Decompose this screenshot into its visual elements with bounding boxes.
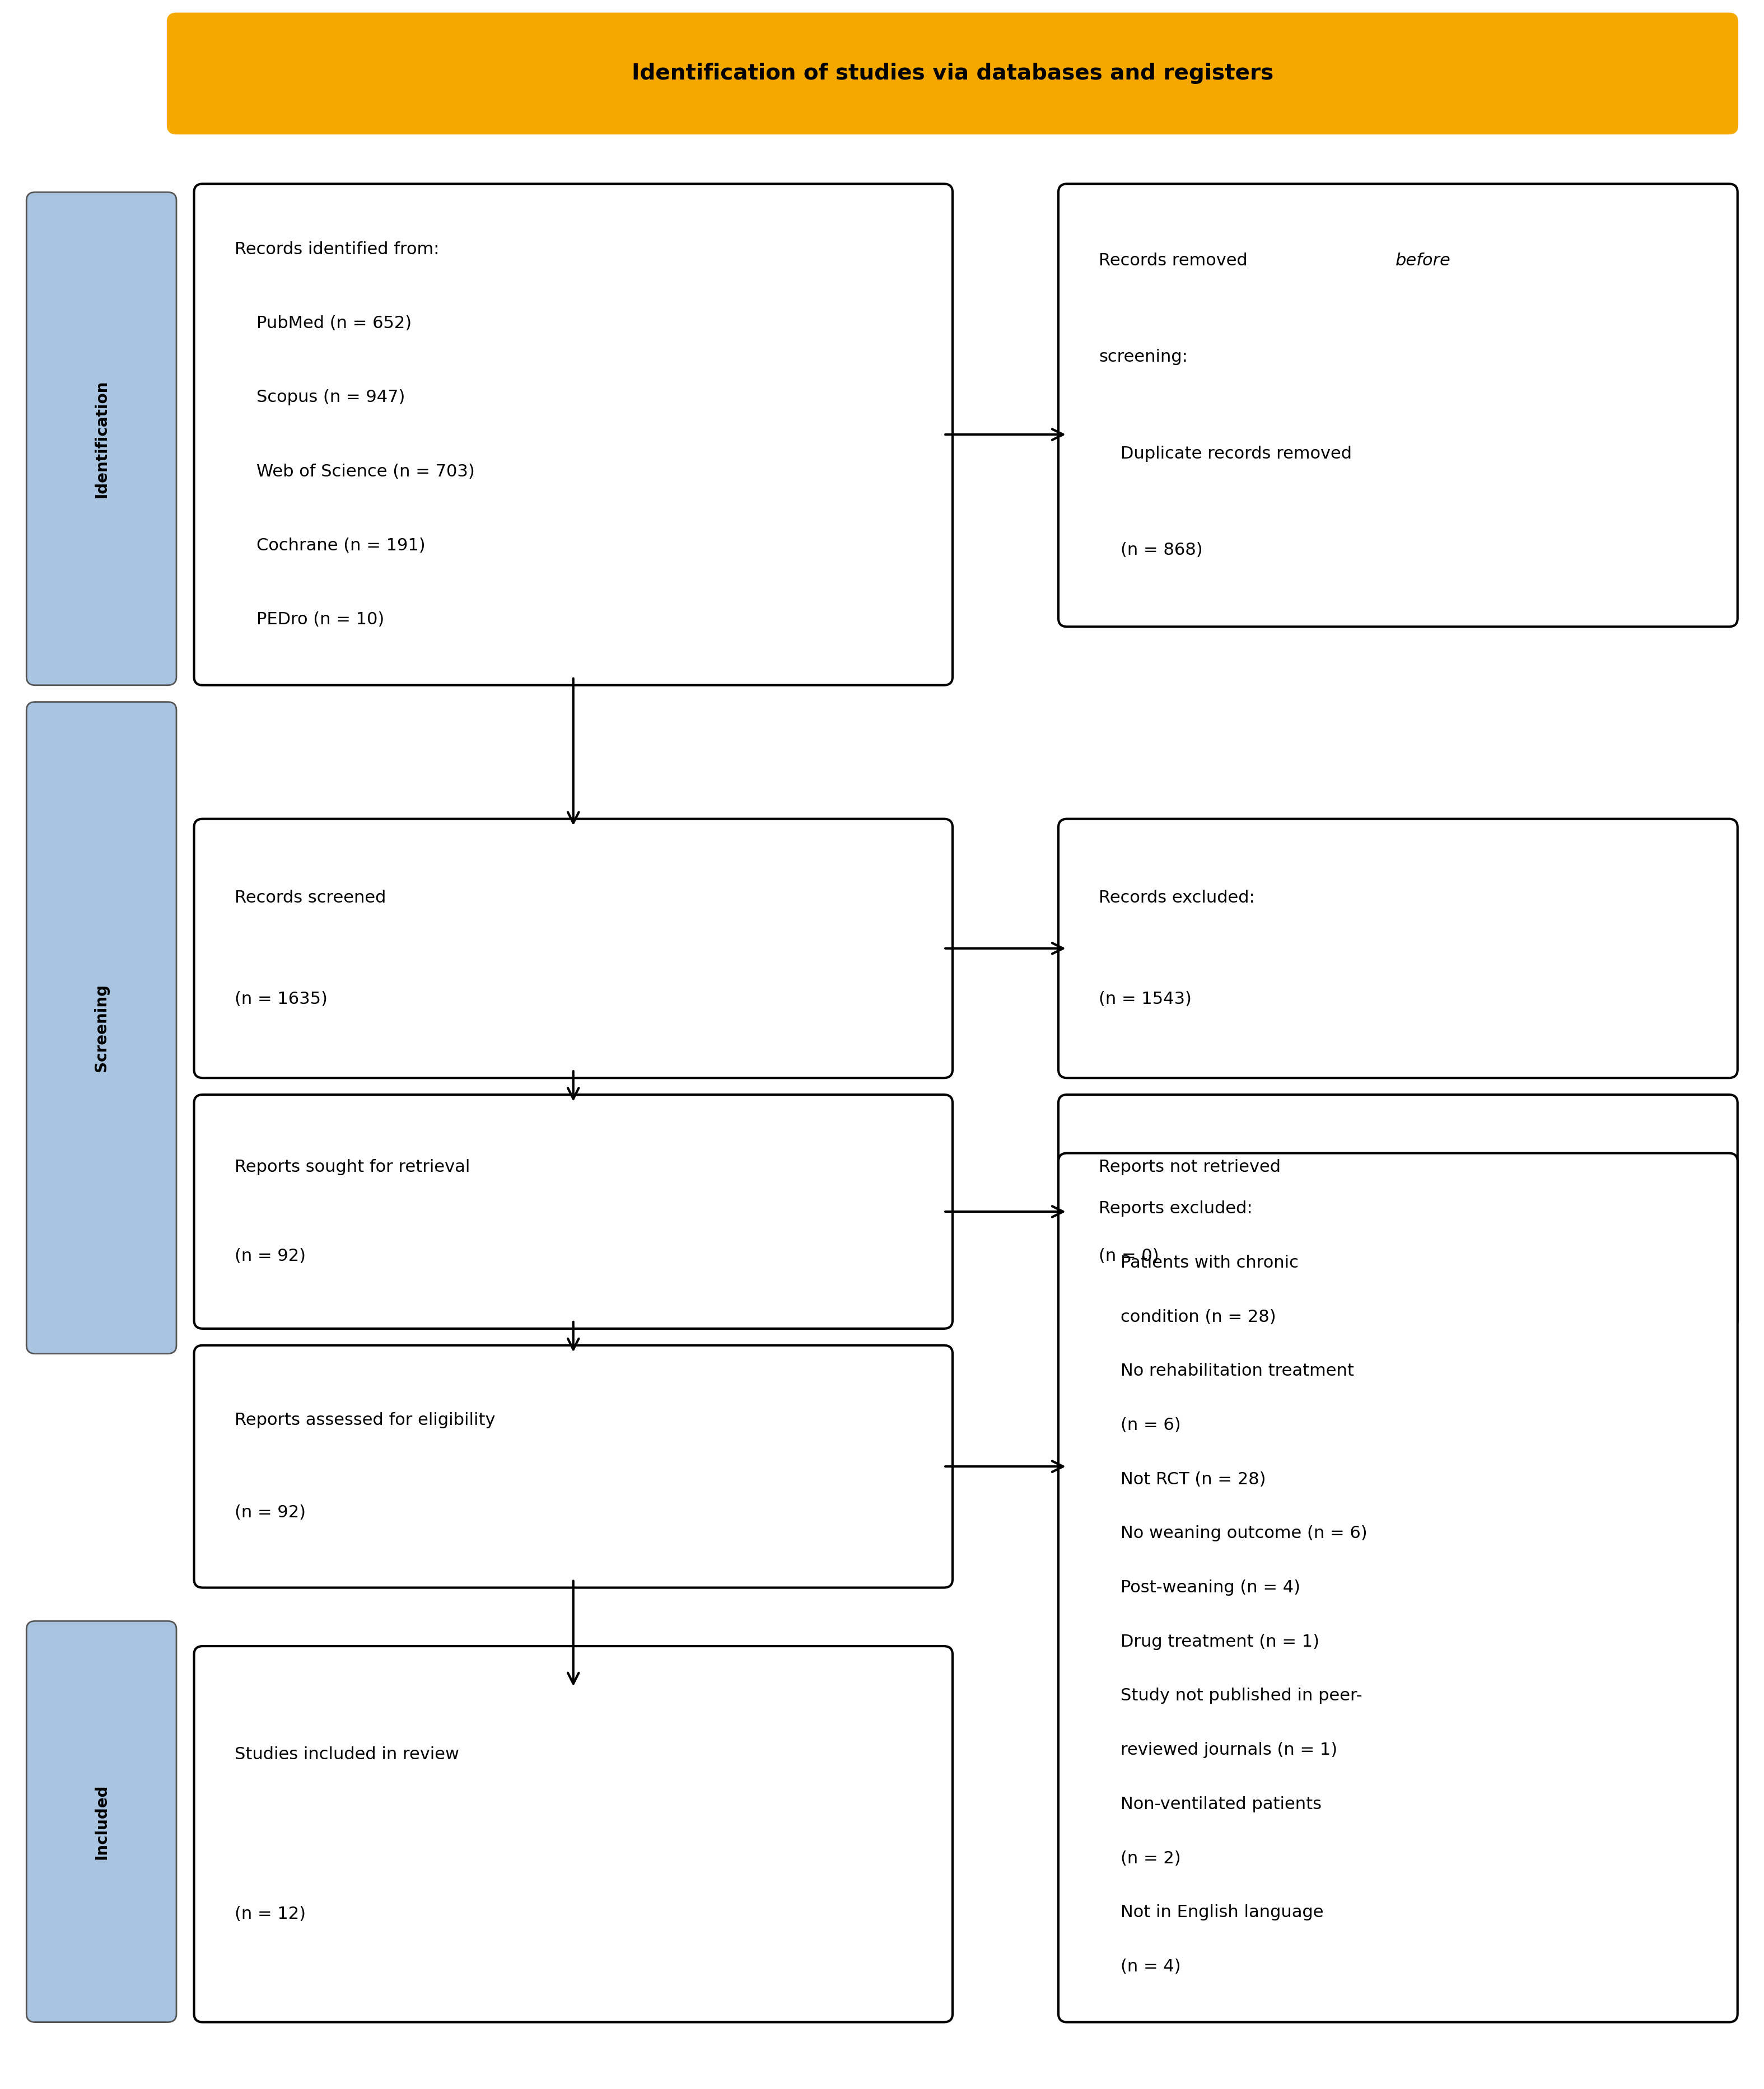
Text: Identification of studies via databases and registers: Identification of studies via databases … — [632, 63, 1274, 84]
Text: Identification: Identification — [93, 380, 109, 497]
FancyBboxPatch shape — [194, 1345, 953, 1588]
Text: No weaning outcome (n = 6): No weaning outcome (n = 6) — [1099, 1525, 1367, 1542]
Text: Reports not retrieved: Reports not retrieved — [1099, 1159, 1281, 1176]
Text: Not RCT (n = 28): Not RCT (n = 28) — [1099, 1471, 1267, 1487]
Text: Scopus (n = 947): Scopus (n = 947) — [235, 389, 406, 405]
FancyBboxPatch shape — [194, 1095, 953, 1329]
FancyBboxPatch shape — [26, 702, 176, 1354]
Text: condition (n = 28): condition (n = 28) — [1099, 1310, 1277, 1324]
Text: Studies included in review: Studies included in review — [235, 1746, 459, 1763]
Text: screening:: screening: — [1099, 349, 1187, 366]
Text: No rehabilitation treatment: No rehabilitation treatment — [1099, 1362, 1355, 1379]
Text: Screening: Screening — [93, 984, 109, 1072]
FancyBboxPatch shape — [168, 13, 1738, 134]
FancyBboxPatch shape — [26, 192, 176, 685]
Text: Post-weaning (n = 4): Post-weaning (n = 4) — [1099, 1579, 1300, 1596]
Text: (n = 1635): (n = 1635) — [235, 990, 328, 1007]
Text: Drug treatment (n = 1): Drug treatment (n = 1) — [1099, 1634, 1319, 1650]
Text: Records removed: Records removed — [1099, 253, 1252, 269]
Text: before: before — [1395, 253, 1450, 269]
Text: Records screened: Records screened — [235, 890, 386, 907]
Text: Duplicate records removed: Duplicate records removed — [1099, 445, 1351, 462]
Text: (n = 92): (n = 92) — [235, 1504, 305, 1521]
Text: Non-ventilated patients: Non-ventilated patients — [1099, 1797, 1321, 1813]
FancyBboxPatch shape — [194, 1646, 953, 2022]
Text: (n = 2): (n = 2) — [1099, 1851, 1182, 1865]
FancyBboxPatch shape — [194, 184, 953, 685]
Text: Reports sought for retrieval: Reports sought for retrieval — [235, 1159, 469, 1176]
Text: Reports assessed for eligibility: Reports assessed for eligibility — [235, 1412, 496, 1429]
Text: Records excluded:: Records excluded: — [1099, 890, 1254, 907]
FancyBboxPatch shape — [26, 1621, 176, 2022]
Text: Reports excluded:: Reports excluded: — [1099, 1201, 1252, 1216]
FancyBboxPatch shape — [1058, 184, 1738, 627]
FancyBboxPatch shape — [1058, 819, 1738, 1078]
Text: (n = 6): (n = 6) — [1099, 1416, 1182, 1433]
Text: (n = 12): (n = 12) — [235, 1905, 305, 1922]
Text: Cochrane (n = 191): Cochrane (n = 191) — [235, 537, 425, 554]
FancyBboxPatch shape — [1058, 1095, 1738, 1329]
FancyBboxPatch shape — [194, 819, 953, 1078]
Text: Study not published in peer-: Study not published in peer- — [1099, 1688, 1362, 1705]
Text: (n = 4): (n = 4) — [1099, 1959, 1182, 1974]
Text: Web of Science (n = 703): Web of Science (n = 703) — [235, 464, 475, 480]
Text: (n = 0): (n = 0) — [1099, 1247, 1159, 1264]
Text: (n = 1543): (n = 1543) — [1099, 990, 1192, 1007]
Text: (n = 92): (n = 92) — [235, 1247, 305, 1264]
Text: Records identified from:: Records identified from: — [235, 240, 439, 257]
Text: Included: Included — [93, 1784, 109, 1859]
Text: Patients with chronic: Patients with chronic — [1099, 1255, 1298, 1270]
Text: PEDro (n = 10): PEDro (n = 10) — [235, 612, 385, 629]
Text: Not in English language: Not in English language — [1099, 1905, 1323, 1920]
Text: PubMed (n = 652): PubMed (n = 652) — [235, 315, 411, 332]
Text: (n = 868): (n = 868) — [1099, 541, 1203, 558]
FancyBboxPatch shape — [1058, 1153, 1738, 2022]
Text: reviewed journals (n = 1): reviewed journals (n = 1) — [1099, 1742, 1337, 1759]
